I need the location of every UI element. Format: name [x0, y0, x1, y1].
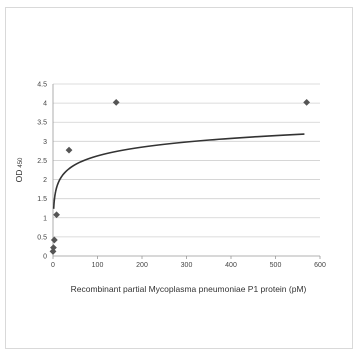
- x-tick-label-5: 500: [270, 262, 282, 269]
- y-tick-label-1: 0.5: [37, 234, 47, 241]
- y-axis-title: OD 450: [14, 157, 24, 182]
- scatter-chart: 0 0.5 1 1.5 2 2.5 3 3.5 4 4.5 0 100 200 300 400 500 600…: [14, 82, 326, 295]
- chart-frame: 0 0.5 1 1.5 2 2.5 3 3.5 4 4.5 0 100 200 300 400 500 600…: [5, 7, 353, 349]
- data-points: [49, 98, 311, 255]
- data-point-4: [65, 146, 73, 154]
- data-point-5: [112, 98, 120, 106]
- data-point-2: [50, 236, 58, 244]
- x-tick-labels: 0 100 200 300 400 500 600: [51, 256, 326, 269]
- y-tick-label-0: 0: [43, 254, 47, 261]
- axes: [52, 84, 320, 257]
- fit-curve: [52, 133, 305, 209]
- y-tick-label-8: 4: [43, 101, 47, 108]
- x-tick-label-6: 600: [314, 262, 326, 269]
- data-point-3: [53, 211, 60, 219]
- x-tick-label-2: 200: [136, 262, 148, 269]
- y-axis-title-sub: 450: [18, 157, 24, 168]
- y-tick-label-9: 4.5: [37, 82, 47, 89]
- x-tick-label-0: 0: [51, 262, 55, 269]
- y-tick-label-7: 3.5: [37, 120, 47, 127]
- y-tick-label-3: 1.5: [37, 196, 47, 203]
- y-tick-label-5: 2.5: [37, 158, 47, 165]
- x-tick-label-3: 300: [181, 262, 193, 269]
- data-point-1: [50, 244, 57, 251]
- y-tick-label-2: 1: [43, 215, 47, 222]
- data-point-6: [303, 98, 311, 106]
- y-tick-labels: 0 0.5 1 1.5 2 2.5 3 3.5 4 4.5: [37, 82, 47, 261]
- x-tick-label-4: 400: [225, 262, 237, 269]
- x-tick-label-1: 100: [92, 262, 104, 269]
- fit-curve-group: [52, 133, 305, 209]
- y-tick-label-6: 3: [43, 139, 47, 146]
- y-tick-label-4: 2: [43, 177, 47, 184]
- y-axis-title-main: OD: [14, 170, 24, 183]
- x-axis-title: Recombinant partial Mycoplasma pneumonia…: [71, 284, 307, 294]
- grid-lines: [53, 83, 320, 238]
